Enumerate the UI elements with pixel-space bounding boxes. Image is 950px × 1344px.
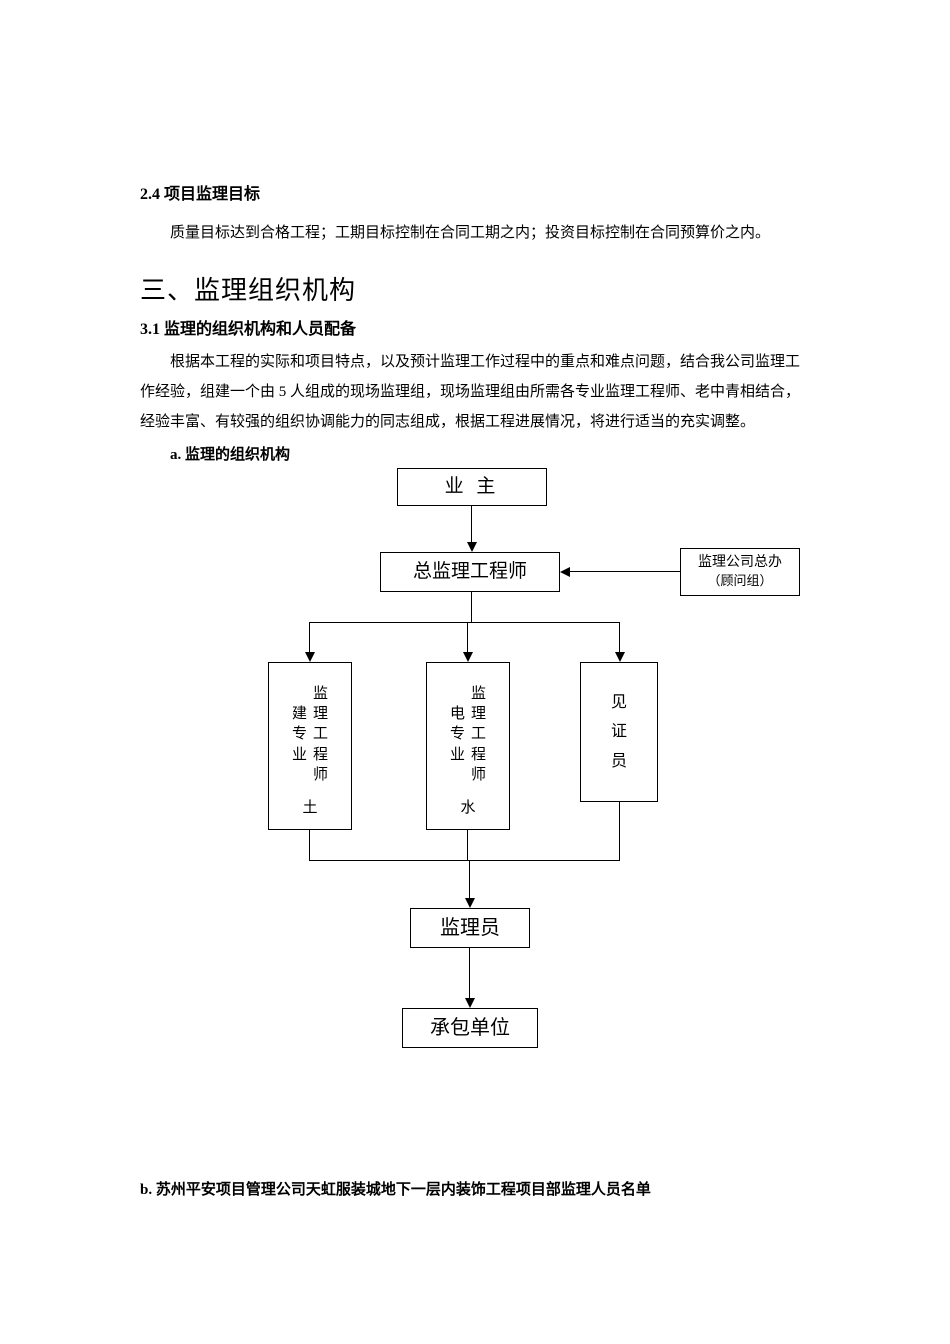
node-mep-bottom: 水 — [460, 796, 475, 817]
edge-merge-horizontal — [309, 860, 620, 861]
edge-owner-chief-line — [471, 506, 472, 542]
node-civil: 建专业 监理工程师 土 — [268, 662, 352, 830]
node-advisor-line1: 监理公司总办 — [698, 554, 782, 572]
edge-advisor-chief-line — [570, 571, 680, 572]
node-civil-col2: 监理工程师 — [310, 684, 331, 785]
node-chief-label: 总监理工程师 — [413, 560, 527, 585]
section-2-4-body: 质量目标达到合格工程；工期目标控制在合同工期之内；投资目标控制在合同预算价之内。 — [140, 218, 810, 248]
edge-merge-civil-drop — [309, 830, 310, 860]
node-civil-bottom: 土 — [302, 796, 317, 817]
node-mep: 电专业 监理工程师 水 — [426, 662, 510, 830]
edge-merge-arrow-icon — [465, 898, 475, 908]
node-civil-col1: 建专业 — [289, 704, 310, 765]
node-witness-text: 见证员 — [603, 688, 635, 777]
edge-merge-witness-drop — [619, 802, 620, 860]
node-owner: 业 主 — [397, 468, 547, 506]
section-2-4-heading: 2.4 项目监理目标 — [140, 180, 810, 204]
edge-chief-branch-stem — [471, 592, 472, 622]
node-contractor-label: 承包单位 — [430, 1015, 510, 1041]
section-3-1-heading: 3.1 监理的组织机构和人员配备 — [140, 315, 810, 339]
edge-branch-drop-civil — [309, 622, 310, 652]
edge-owner-chief-arrow-icon — [467, 542, 477, 552]
edge-branch-horizontal — [309, 622, 620, 623]
node-advisor: 监理公司总办 （顾问组） — [680, 548, 800, 596]
node-contractor: 承包单位 — [402, 1008, 538, 1048]
section-3-1-body: 根据本工程的实际和项目特点，以及预计监理工作过程中的重点和难点问题，结合我公司监… — [140, 347, 810, 437]
section-3-1-a-heading: a. 监理的组织机构 — [140, 443, 810, 464]
node-mep-col1: 电专业 — [447, 704, 468, 765]
edge-merge-mep-drop — [467, 830, 468, 860]
edge-advisor-chief-arrow-icon — [560, 567, 570, 577]
node-advisor-line2: （顾问组） — [707, 573, 772, 590]
node-chief: 总监理工程师 — [380, 552, 560, 592]
edge-branch-drop-witness — [619, 622, 620, 652]
edge-branch-drop-mep — [467, 622, 468, 652]
section-3-title: 三、监理组织机构 — [140, 270, 810, 307]
edge-branch-drop-civil-arrow-icon — [305, 652, 315, 662]
edge-branch-drop-mep-arrow-icon — [463, 652, 473, 662]
org-chart: 业 主 总监理工程师 监理公司总办 （顾问组） 建专业 监理工程师 土 — [140, 468, 800, 1078]
edge-supervisor-contractor-line — [469, 948, 470, 998]
node-supervisor-label: 监理员 — [440, 915, 500, 941]
section-3-1-b-heading: b. 苏州平安项目管理公司天虹服装城地下一层内装饰工程项目部监理人员名单 — [140, 1178, 810, 1199]
node-supervisor: 监理员 — [410, 908, 530, 948]
edge-supervisor-contractor-arrow-icon — [465, 998, 475, 1008]
node-mep-col2: 监理工程师 — [468, 684, 489, 785]
node-owner-label: 业 主 — [445, 475, 500, 500]
edge-merge-stem — [469, 860, 470, 898]
node-witness: 见证员 — [580, 662, 658, 802]
edge-branch-drop-witness-arrow-icon — [615, 652, 625, 662]
